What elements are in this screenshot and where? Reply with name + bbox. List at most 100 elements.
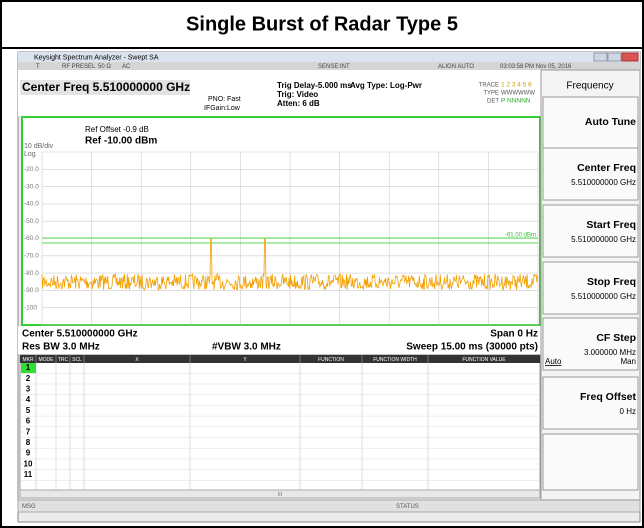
softkey-label: CF Step xyxy=(596,332,636,344)
column-header: TRC xyxy=(58,357,69,363)
trace-label: TRACE xyxy=(479,83,499,89)
softkey-auto[interactable]: Auto xyxy=(545,357,562,366)
softkey[interactable] xyxy=(542,147,639,201)
softkey-value: 5.510000000 GHz xyxy=(571,292,636,301)
ifgain: IFGain:Low xyxy=(204,105,241,112)
y-label: -90.0 xyxy=(24,287,39,294)
row-number[interactable]: 1 xyxy=(26,363,31,372)
softkey-value: 3.000000 MHz xyxy=(584,348,636,357)
row-number[interactable]: 6 xyxy=(26,417,31,426)
row-number[interactable]: 11 xyxy=(24,470,33,479)
row-number[interactable]: 10 xyxy=(24,459,33,468)
det-label: DET xyxy=(487,99,499,105)
center-freq-box xyxy=(20,80,190,95)
softkey-label: Stop Freq xyxy=(587,276,636,288)
row-highlight xyxy=(21,363,36,373)
minimize-button[interactable] xyxy=(593,52,608,62)
softkey-label: Center Freq xyxy=(577,162,636,174)
softkey[interactable] xyxy=(542,96,639,150)
softkey[interactable] xyxy=(542,433,639,491)
row-number[interactable]: 9 xyxy=(26,449,31,458)
status: STATUS xyxy=(396,504,419,510)
column-header: FUNCTION xyxy=(318,357,344,363)
time: 03:03:58 PM Nov 05, 2016 xyxy=(500,64,572,70)
trig: Trig: Video xyxy=(277,90,318,99)
column-header: SCL xyxy=(72,357,82,363)
column-header: FUNCTION WIDTH xyxy=(373,357,417,363)
status-row xyxy=(18,62,640,70)
softkey-man[interactable]: Man xyxy=(620,357,636,366)
y-label: -80.0 xyxy=(24,270,39,277)
rf: RF PRESEL xyxy=(62,64,96,70)
coupling: AC xyxy=(122,64,131,70)
title: Single Burst of Radar Type 5 xyxy=(186,13,458,35)
atten: Atten: 6 dB xyxy=(277,99,320,108)
softkey-menu: Frequency xyxy=(566,81,613,92)
row-number[interactable]: 3 xyxy=(26,385,31,394)
msg: MSG xyxy=(22,504,36,510)
column-header: MODE xyxy=(39,357,55,363)
softkey[interactable] xyxy=(542,204,639,258)
scale-type: Log xyxy=(24,151,36,158)
scale: 10 dB/div xyxy=(24,143,54,150)
close-button[interactable] xyxy=(621,52,639,62)
softkey[interactable] xyxy=(542,261,639,315)
softkey[interactable] xyxy=(542,317,639,371)
scrollbar[interactable] xyxy=(19,489,541,499)
softkey-value: 5.510000000 GHz xyxy=(571,178,636,187)
sweep: Sweep 15.00 ms (30000 pts) xyxy=(406,342,538,353)
row-number[interactable]: 4 xyxy=(26,395,31,404)
scroll-thumb: III xyxy=(278,492,282,498)
softkey-value: 5.510000000 GHz xyxy=(571,235,636,244)
type-values: WWWWWW xyxy=(501,91,535,97)
sense: SENSE:INT xyxy=(318,64,350,70)
row-number[interactable]: 5 xyxy=(26,406,31,415)
y-label: -30.0 xyxy=(24,183,39,190)
det-values: P NNNNN xyxy=(501,98,531,105)
marker-table xyxy=(19,354,541,491)
softkey-label: Auto Tune xyxy=(585,116,636,128)
align: ALIGN AUTO xyxy=(438,64,474,70)
y-label: -40.0 xyxy=(24,201,39,208)
y-label: -20.0 xyxy=(24,166,39,173)
avg-type: Avg Type: Log-Pwr xyxy=(350,81,422,90)
column-header: MKR xyxy=(22,357,34,363)
display-line-label: -61.00 dBm xyxy=(505,233,536,239)
center: Center 5.510000000 GHz xyxy=(22,329,138,340)
pno: PNO: Fast xyxy=(208,96,241,103)
y-label: -50.0 xyxy=(24,218,39,225)
trace-numbers: 1 2 3 4 5 6 xyxy=(501,82,532,89)
column-header: FUNCTION VALUE xyxy=(462,357,506,363)
window-title: Keysight Spectrum Analyzer - Swept SA xyxy=(34,54,159,61)
softkey-value: 0 Hz xyxy=(620,407,636,416)
row-number[interactable]: 8 xyxy=(26,438,31,447)
trig-delay: Trig Delay-5.000 ms xyxy=(277,81,352,90)
impedance: 50 Ω xyxy=(98,64,111,70)
res-bw: Res BW 3.0 MHz xyxy=(22,342,100,353)
softkey-label: Freq Offset xyxy=(580,391,637,403)
footer xyxy=(18,326,541,354)
ref-offset: Ref Offset -0.9 dB xyxy=(85,125,149,134)
y-label: -100 xyxy=(24,304,37,311)
vbw: #VBW 3.0 MHz xyxy=(212,342,281,353)
column-header: Y xyxy=(243,357,247,363)
row-number[interactable]: 2 xyxy=(26,374,31,383)
trace xyxy=(41,238,538,292)
marker-table-header xyxy=(20,355,540,363)
y-label: -70.0 xyxy=(24,253,39,260)
window-titlebar xyxy=(18,52,640,62)
maximize-button[interactable] xyxy=(607,52,622,62)
type-label: TYPE xyxy=(483,91,499,97)
y-label: -60.0 xyxy=(24,235,39,242)
status-bar xyxy=(17,499,641,513)
column-header: X xyxy=(135,357,139,363)
center-freq: Center Freq 5.510000000 GHz xyxy=(22,80,190,94)
softkey-label: Start Freq xyxy=(586,219,636,231)
ref-level: Ref -10.00 dBm xyxy=(85,136,157,147)
span: Span 0 Hz xyxy=(490,329,538,340)
softkey[interactable] xyxy=(542,376,639,430)
mode: T xyxy=(36,64,40,70)
row-number[interactable]: 7 xyxy=(26,427,31,436)
